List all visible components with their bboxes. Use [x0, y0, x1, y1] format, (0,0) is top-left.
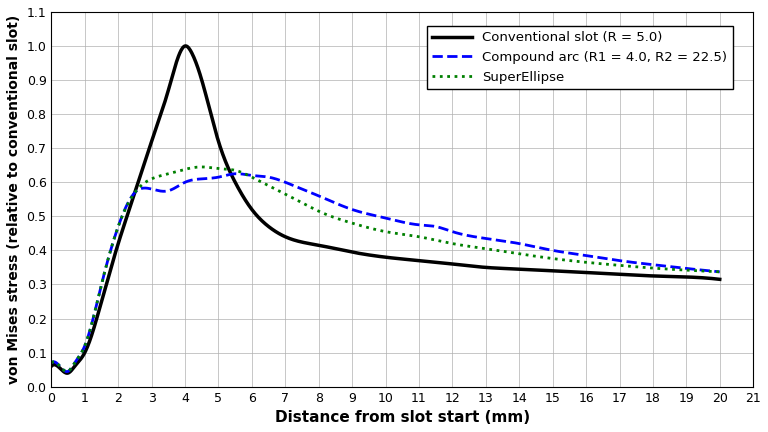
SuperEllipse: [62, 369, 71, 374]
Conventional slot (R = 5.0): [181, 43, 190, 48]
Compound arc (R1 = 4.0, R2 = 22.5): [507, 240, 516, 245]
Conventional slot (R = 5.0): [47, 364, 56, 369]
SuperEllipse: [581, 260, 591, 265]
Compound arc (R1 = 4.0, R2 = 22.5): [62, 369, 71, 374]
Conventional slot (R = 5.0): [507, 266, 516, 271]
Compound arc (R1 = 4.0, R2 = 22.5): [116, 218, 125, 223]
Conventional slot (R = 5.0): [569, 269, 578, 274]
Conventional slot (R = 5.0): [319, 244, 328, 249]
Compound arc (R1 = 4.0, R2 = 22.5): [581, 253, 591, 258]
Conventional slot (R = 5.0): [63, 371, 72, 376]
Conventional slot (R = 5.0): [116, 234, 125, 239]
Compound arc (R1 = 4.0, R2 = 22.5): [319, 195, 328, 200]
X-axis label: Distance from slot start (mm): Distance from slot start (mm): [275, 410, 530, 425]
Conventional slot (R = 5.0): [581, 270, 591, 275]
Compound arc (R1 = 4.0, R2 = 22.5): [232, 171, 241, 176]
Conventional slot (R = 5.0): [715, 277, 724, 282]
SuperEllipse: [319, 210, 328, 216]
SuperEllipse: [715, 269, 724, 274]
SuperEllipse: [47, 360, 56, 365]
Compound arc (R1 = 4.0, R2 = 22.5): [569, 251, 578, 256]
Y-axis label: von Mises stress (relative to conventional slot): von Mises stress (relative to convention…: [7, 15, 21, 384]
SuperEllipse: [197, 164, 206, 169]
SuperEllipse: [343, 219, 352, 224]
Compound arc (R1 = 4.0, R2 = 22.5): [343, 205, 352, 210]
Compound arc (R1 = 4.0, R2 = 22.5): [715, 269, 724, 274]
Compound arc (R1 = 4.0, R2 = 22.5): [47, 360, 56, 365]
Legend: Conventional slot (R = 5.0), Compound arc (R1 = 4.0, R2 = 22.5), SuperEllipse: Conventional slot (R = 5.0), Compound ar…: [427, 26, 733, 89]
Line: Conventional slot (R = 5.0): Conventional slot (R = 5.0): [51, 46, 720, 373]
Line: SuperEllipse: SuperEllipse: [51, 167, 720, 372]
SuperEllipse: [507, 250, 516, 255]
SuperEllipse: [116, 219, 125, 224]
Conventional slot (R = 5.0): [343, 248, 352, 254]
SuperEllipse: [569, 258, 578, 264]
Line: Compound arc (R1 = 4.0, R2 = 22.5): Compound arc (R1 = 4.0, R2 = 22.5): [51, 174, 720, 372]
